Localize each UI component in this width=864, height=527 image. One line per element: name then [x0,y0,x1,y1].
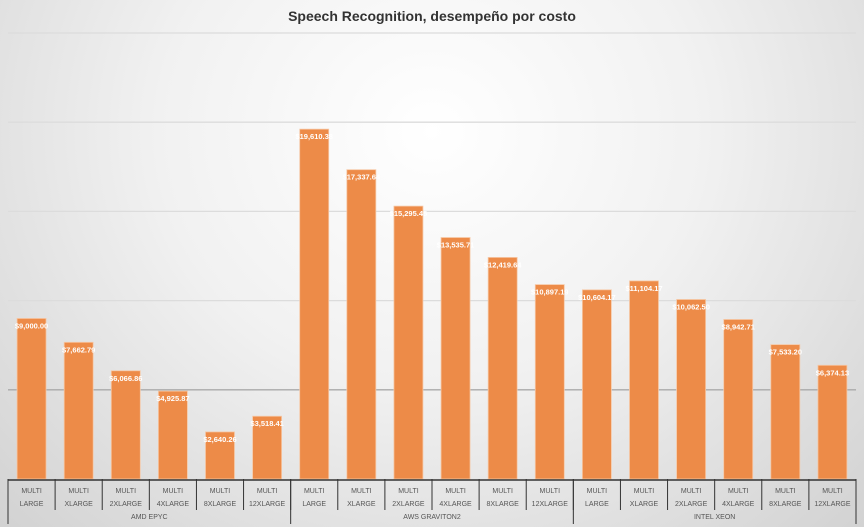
bar [723,319,754,480]
data-label: $15,295.45 [390,209,428,218]
tick-label: 2XLARGE [110,501,143,508]
tick-label: MULTI [492,488,513,495]
tick-label: MULTI [634,488,655,495]
bar [770,344,801,480]
tick-label: MULTI [351,488,372,495]
tick-label: 12XLARGE [249,501,286,508]
bar [16,318,47,480]
tick-label: MULTI [398,488,419,495]
bar [157,390,188,480]
bar [346,169,377,480]
bar [63,341,94,480]
tick-label: LARGE [585,501,609,508]
tick-label: MULTI [257,488,278,495]
data-label: $13,535.71 [437,241,475,250]
tick-label: MULTI [116,488,137,495]
bar [205,431,235,480]
tick-label: 8XLARGE [769,501,802,508]
chart-title: Speech Recognition, desempeño por costo [288,8,576,24]
tick-label: LARGE [302,501,326,508]
tick-label: MULTI [68,488,89,495]
bar [393,205,424,480]
group-label: AWS GRAVITON2 [403,514,461,521]
tick-label: MULTI [540,488,561,495]
tick-label: XLARGE [347,501,376,508]
bar [581,289,612,480]
data-label: $3,518.41 [250,419,283,428]
data-label: $10,062.50 [672,302,710,311]
bar [299,128,330,480]
tick-label: XLARGE [64,501,93,508]
bar [110,370,141,480]
data-label: $10,604.17 [578,293,616,302]
data-label: $17,337.64 [343,173,381,182]
data-label: $6,066.86 [109,374,142,383]
tick-label: MULTI [728,488,749,495]
bar [487,257,518,480]
tick-label: 2XLARGE [392,501,425,508]
tick-label: MULTI [681,488,702,495]
tick-label: 12XLARGE [814,501,851,508]
tick-label: MULTI [822,488,843,495]
data-label: $11,104.17 [625,284,662,293]
data-label: $4,925.87 [156,394,189,403]
tick-label: MULTI [587,488,608,495]
tick-label: MULTI [304,488,325,495]
data-label: $19,610.38 [295,132,333,141]
tick-label: MULTI [775,488,796,495]
bar [534,284,565,480]
data-label: $7,533.20 [769,348,802,357]
data-label: $2,640.26 [203,435,236,444]
data-label: $7,662.79 [62,345,95,354]
bar [676,299,707,480]
data-label: $8,942.71 [722,322,755,331]
tick-label: XLARGE [630,501,659,508]
group-label: INTEL XEON [694,514,735,521]
tick-label: LARGE [20,501,44,508]
data-label: $12,419.64 [484,260,522,269]
tick-label: MULTI [210,488,231,495]
tick-label: MULTI [163,488,184,495]
data-label: $6,374.13 [816,368,849,377]
tick-label: 4XLARGE [722,501,755,508]
bar [252,415,283,480]
tick-label: MULTI [21,488,42,495]
bar [629,280,659,480]
tick-label: 12XLARGE [532,501,569,508]
data-label: $10,897.19 [531,288,569,297]
bar [440,237,471,480]
tick-label: MULTI [445,488,466,495]
data-label: $9,000.00 [15,321,48,330]
tick-label: 8XLARGE [487,501,520,508]
bar [817,364,848,480]
group-label: AMD EPYC [131,514,168,521]
tick-label: 2XLARGE [675,501,708,508]
tick-label: 4XLARGE [157,501,190,508]
tick-label: 4XLARGE [439,501,472,508]
tick-label: 8XLARGE [204,501,237,508]
